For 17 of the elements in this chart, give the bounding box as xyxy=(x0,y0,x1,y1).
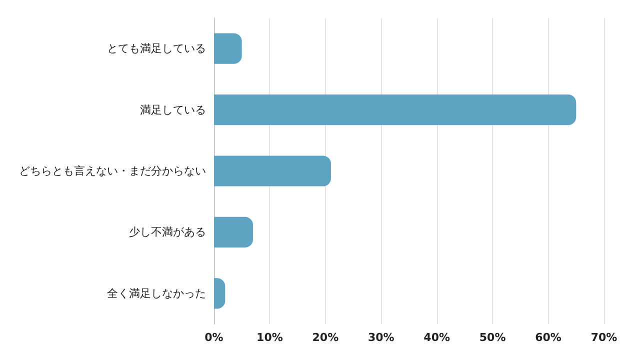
y-tick-label: 満足している xyxy=(140,103,206,116)
y-tick-label: とても満足している xyxy=(107,42,206,56)
x-tick-label: 40% xyxy=(424,331,450,344)
y-tick-label: 少し不満がある xyxy=(129,226,206,239)
y-tick-label: 全く満足しなかった xyxy=(107,286,206,300)
x-tick-label: 10% xyxy=(256,331,283,344)
x-tick-label: 20% xyxy=(312,331,339,344)
x-tick-label: 50% xyxy=(479,331,506,344)
x-tick-label: 30% xyxy=(368,331,394,344)
bar xyxy=(214,33,242,64)
x-tick-label: 60% xyxy=(535,331,562,344)
y-tick-label: どちらとも言えない・まだ分からない xyxy=(19,164,206,178)
bar xyxy=(214,156,331,186)
x-tick-label: 70% xyxy=(590,331,618,344)
bar xyxy=(214,94,576,126)
x-tick-label: 0% xyxy=(204,331,224,344)
bar xyxy=(214,216,253,248)
